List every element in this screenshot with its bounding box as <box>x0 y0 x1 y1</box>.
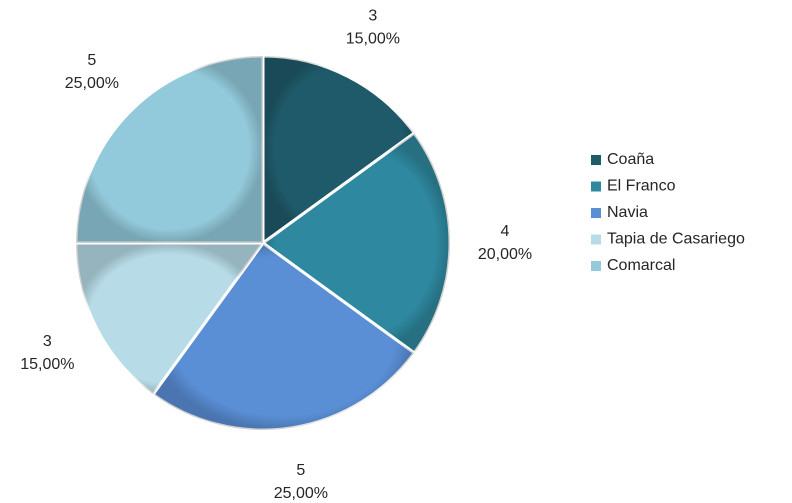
data-label-value: 5 <box>296 462 305 479</box>
legend-label: Comarcal <box>607 257 675 274</box>
legend-swatch <box>591 234 601 245</box>
data-label-value: 3 <box>368 8 377 25</box>
legend-label: Tapia de Casariego <box>607 231 745 248</box>
legend-swatch <box>591 261 601 271</box>
data-label-percent: 25,00% <box>65 75 119 92</box>
data-label-percent: 15,00% <box>346 31 400 48</box>
legend-swatch <box>591 155 601 165</box>
slice-shade <box>76 56 263 243</box>
slice-shade <box>263 133 450 353</box>
legend-swatch <box>591 181 601 192</box>
data-label-value: 3 <box>43 333 52 350</box>
legend-label: Navia <box>607 204 648 221</box>
data-label-percent: 25,00% <box>274 485 328 502</box>
legend-label: Coaña <box>607 151 654 168</box>
data-label-percent: 20,00% <box>478 246 532 263</box>
data-label-value: 4 <box>501 223 510 240</box>
data-label-value: 5 <box>87 52 96 69</box>
slice-shade <box>76 243 263 395</box>
legend-label: El Franco <box>607 178 676 195</box>
slice-shade <box>153 243 415 430</box>
data-label-percent: 15,00% <box>20 356 74 373</box>
slice-shade <box>263 56 415 243</box>
legend-swatch <box>591 208 601 218</box>
